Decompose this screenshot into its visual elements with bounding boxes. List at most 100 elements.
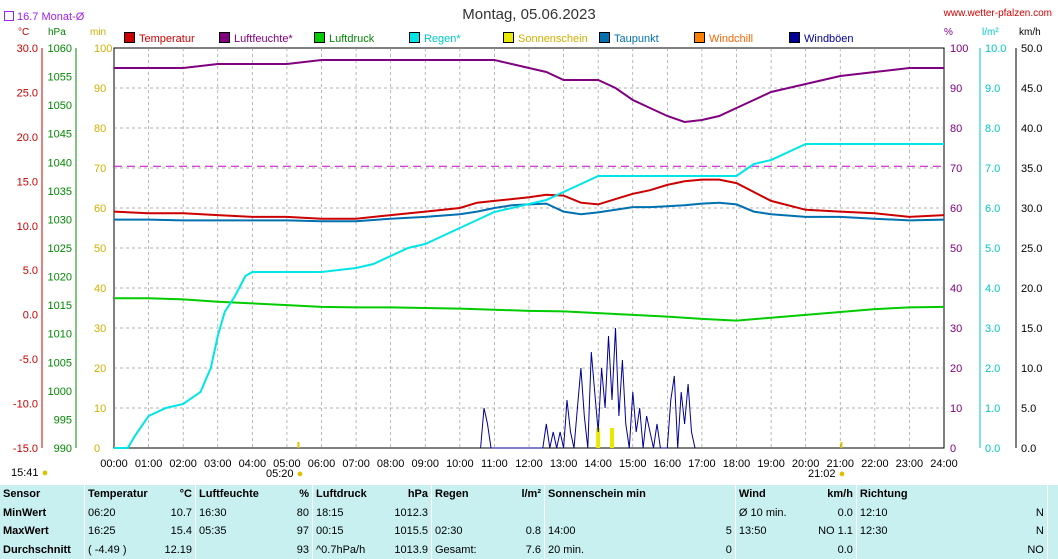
page-title: Montag, 05.06.2023 — [462, 6, 596, 23]
stats-cell — [195, 540, 272, 559]
stats-table: Sensor Temperatur °C Luftfeuchte % Luftd… — [0, 485, 1058, 559]
tick-wind-label: 45.0 — [1021, 83, 1042, 95]
tick-temperature-label: 20.0 — [17, 132, 38, 144]
stats-cell: 0.0 — [837, 543, 853, 556]
stats-header-cell: Wind — [734, 485, 802, 504]
tick-wind-label: 40.0 — [1021, 123, 1042, 135]
stats-cell: NO — [1027, 543, 1044, 556]
legend-label: Windböen — [804, 33, 854, 45]
tick-pressure-label: 1060 — [48, 43, 72, 55]
tick-rain-label: 10.0 — [985, 43, 1006, 55]
stats-cell: 15.4 — [170, 525, 192, 538]
legend-swatch-icon — [314, 32, 325, 43]
legend-label: Regen* — [424, 33, 461, 45]
stats-cell: 97 — [296, 525, 309, 538]
tick-x-label: 11:00 — [481, 458, 508, 470]
legend-swatch-icon — [219, 32, 230, 43]
sunrise-time: 05:20 — [266, 468, 294, 480]
tick-wind-label: 35.0 — [1021, 163, 1042, 175]
tick-sunshine-label: 20 — [94, 363, 106, 375]
stats-header-cell: °C — [179, 488, 192, 501]
stats-cell: 12:30 — [855, 522, 971, 541]
tick-humidity-label: 50 — [950, 243, 962, 255]
sunrise-marker: 05:20 ● — [266, 468, 303, 480]
legend-label: Windchill — [709, 33, 754, 45]
tick-rain-label: 9.0 — [985, 83, 1000, 95]
monthly-mean-swatch-icon — [4, 11, 14, 21]
stats-cell: 0.8 — [525, 525, 541, 538]
tick-pressure-label: 1045 — [48, 129, 72, 141]
legend-item: Regen* — [409, 32, 461, 45]
series-luftdruck — [114, 297, 945, 322]
tick-sunshine-label: 30 — [94, 323, 106, 335]
tick-x-label: 01:00 — [135, 458, 163, 470]
tick-humidity-label: 0 — [950, 443, 956, 455]
legend-label: Luftfeuchte* — [234, 33, 293, 45]
tick-x-label: 00:00 — [100, 458, 128, 470]
stats-cell: 7.6 — [525, 543, 541, 556]
tick-humidity-label: 30 — [950, 323, 962, 335]
stats-header-row: Sensor Temperatur °C Luftfeuchte % Luftd… — [0, 485, 1058, 504]
stats-cell — [734, 540, 802, 559]
tick-x-label: 17:00 — [688, 458, 716, 470]
stats-cell — [855, 540, 971, 559]
stats-cell: 00:15 — [312, 522, 389, 541]
sunshine-bar — [610, 428, 614, 448]
stats-cell: 16:25 — [84, 522, 153, 541]
stats-header-cell: Sonnenschein min — [544, 485, 736, 504]
series-regen — [114, 143, 944, 449]
stats-cell: ( -4.49 ) — [84, 540, 153, 559]
monthly-mean-legend: 16.7 Monat-Ø — [4, 11, 84, 23]
tick-wind-label: 5.0 — [1021, 403, 1036, 415]
stats-header-cell: km/h — [827, 488, 853, 501]
stats-header-cell: Richtung — [855, 485, 1048, 504]
tick-temperature-label: -15.0 — [13, 443, 38, 455]
stats-cell: 13:50 — [734, 522, 802, 541]
stats-header-cell: Temperatur — [84, 485, 153, 504]
stats-cell: Durchschnitt — [3, 543, 71, 556]
stats-cell: MaxWert — [3, 525, 49, 538]
tick-wind-label: 25.0 — [1021, 243, 1042, 255]
stats-row-avg: Durchschnitt ( -4.49 ) 12.19 93 ^0.7hPa/… — [0, 540, 1058, 559]
stats-cell: 12.19 — [164, 543, 192, 556]
website-link[interactable]: www.wetter-pfalzen.com — [943, 8, 1052, 19]
tick-pressure-label: 1015 — [48, 300, 72, 312]
tick-humidity-label: 100 — [950, 43, 968, 55]
legend-label: Taupunkt — [614, 33, 659, 45]
legend-label: Temperatur — [139, 33, 195, 45]
stats-row-min: MinWert 06:20 10.7 16:30 80 18:15 1012.3… — [0, 503, 1058, 523]
stats-cell: MinWert — [3, 506, 47, 519]
stats-header-cell: hPa — [407, 488, 428, 501]
tick-temperature-label: 30.0 — [17, 43, 38, 55]
stats-cell: 14:00 — [543, 522, 692, 541]
tick-x-label: 09:00 — [411, 458, 439, 470]
tick-pressure-label: 1035 — [48, 186, 72, 198]
tick-x-label: 24:00 — [930, 458, 958, 470]
monthly-mean-label: 16.7 Monat-Ø — [17, 11, 85, 23]
stats-cell — [498, 504, 545, 523]
tick-pressure-label: 1005 — [48, 357, 72, 369]
tick-temperature-label: -5.0 — [19, 354, 38, 366]
tick-pressure-label: 1050 — [48, 100, 72, 112]
stats-cell: 80 — [296, 506, 309, 519]
legend-item: Windböen — [789, 32, 854, 45]
tick-humidity-label: 60 — [950, 203, 962, 215]
legend-swatch-icon — [694, 32, 705, 43]
tick-x-label: 16:00 — [654, 458, 682, 470]
tick-pressure-label: 1055 — [48, 72, 72, 84]
tick-pressure-label: 995 — [54, 414, 72, 426]
stats-header-cell: % — [299, 488, 309, 501]
tick-temperature-label: 15.0 — [17, 176, 38, 188]
unit-lm2: l/m² — [982, 27, 999, 38]
legend-swatch-icon — [503, 32, 514, 43]
sunset-time: 21:02 — [808, 468, 836, 480]
series-windboeen — [480, 327, 696, 449]
legend-item: Temperatur — [124, 32, 195, 45]
stats-cell: 06:20 — [84, 503, 153, 522]
tick-x-label: 08:00 — [377, 458, 405, 470]
tick-pressure-label: 1000 — [48, 386, 72, 398]
tick-temperature-label: -10.0 — [13, 399, 38, 411]
stats-cell: NO 1.1 — [818, 525, 853, 538]
stats-cell: N — [1035, 525, 1044, 538]
tick-rain-label: 5.0 — [985, 243, 1000, 255]
